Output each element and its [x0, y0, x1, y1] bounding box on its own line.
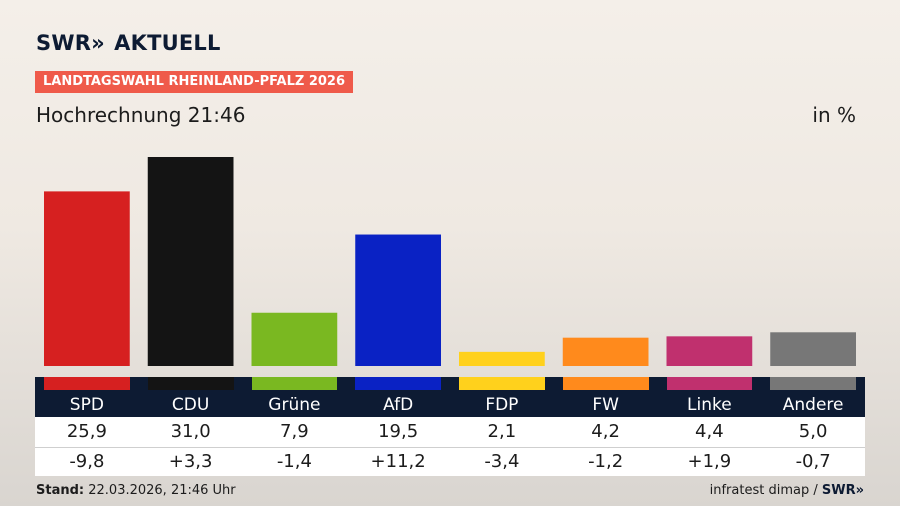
party-color-stripe [44, 377, 130, 390]
party-header-row: SPD CDU Grüne AfD FDP FW Linke Andere [35, 377, 865, 417]
source-text: infratest dimap / [709, 483, 818, 498]
difference-label-andere: -0,7 [795, 451, 831, 472]
party-label-fw: FW [554, 377, 658, 417]
bar-andere [770, 332, 856, 366]
value-label-linke: 4,4 [695, 421, 724, 442]
difference-label-cdu: +3,3 [168, 451, 213, 472]
value-label-fw: 4,2 [591, 421, 620, 442]
source-credit: infratest dimap / SWR» [710, 483, 864, 498]
difference-label-fw: -1,2 [588, 451, 624, 472]
party-label-fdp: FDP [450, 377, 554, 417]
party-name: Grüne [268, 395, 321, 415]
party-name: CDU [171, 395, 210, 415]
stand-label: Stand: [36, 483, 85, 498]
bar-cdu [147, 157, 234, 366]
value-label-afd: 19,5 [378, 421, 419, 442]
party-name: FDP [485, 395, 519, 415]
difference-label-spd: -9,8 [69, 451, 105, 472]
results-table: SPD CDU Grüne AfD FDP FW Linke Andere 25,9 31,0 7… [35, 377, 865, 476]
party-color-stripe [459, 377, 545, 390]
value-label-grüne: 7,9 [280, 421, 309, 442]
party-color-stripe [147, 377, 234, 390]
swr-aktuell-logo: SWR» AKTUELL [36, 31, 221, 55]
party-name: AfD [383, 395, 414, 415]
values-row: 25,9 31,0 7,9 19,5 2,1 4,2 4,4 5,0 [35, 417, 865, 448]
party-label-cdu: CDU [139, 377, 243, 417]
timestamp: Stand: 22.03.2026, 21:46 Uhr [36, 483, 236, 498]
bar-fdp [459, 351, 545, 366]
bar-linke [666, 336, 753, 366]
party-name: FW [592, 395, 619, 415]
value-label-andere: 5,0 [798, 421, 828, 442]
bar-spd [44, 191, 130, 366]
party-label-linke: Linke [658, 377, 762, 417]
bar-grüne [251, 312, 338, 366]
bar-afd [355, 234, 441, 366]
difference-label-fdp: -3,4 [484, 451, 520, 472]
difference-label-linke: +1,9 [687, 451, 732, 472]
logo-suffix: AKTUELL [114, 31, 221, 55]
party-color-stripe [251, 377, 338, 390]
chart-subtitle: Hochrechnung 21:46 [36, 103, 246, 127]
party-name: SPD [69, 395, 104, 415]
party-color-stripe [770, 377, 856, 390]
party-label-andere: Andere [761, 377, 865, 417]
election-banner: LANDTAGSWAHL RHEINLAND-PFALZ 2026 [35, 71, 354, 93]
difference-label-grüne: -1,4 [276, 451, 312, 472]
logo-text: SWR [36, 31, 92, 55]
difference-label-afd: +11,2 [370, 451, 426, 472]
party-label-grüne: Grüne [243, 377, 347, 417]
party-name: Linke [687, 395, 732, 415]
party-color-stripe [666, 377, 753, 390]
value-label-cdu: 31,0 [170, 421, 211, 442]
source-brand: SWR» [821, 483, 864, 498]
party-color-stripe [562, 377, 649, 390]
differences-row: -9,8 +3,3 -1,4 +11,2 -3,4 -1,2 +1,9 -0,7 [35, 448, 865, 476]
party-label-afd: AfD [346, 377, 450, 417]
party-name: Andere [782, 395, 844, 415]
party-label-spd: SPD [35, 377, 139, 417]
stand-value: 22.03.2026, 21:46 Uhr [88, 483, 236, 498]
party-color-stripe [355, 377, 441, 390]
value-label-spd: 25,9 [66, 421, 107, 442]
bar-fw [562, 337, 649, 366]
unit-label: in % [812, 103, 856, 127]
value-label-fdp: 2,1 [487, 421, 517, 442]
